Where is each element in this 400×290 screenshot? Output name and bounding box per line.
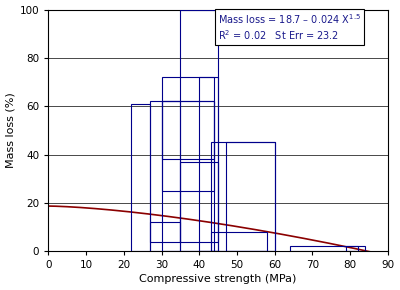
Bar	[162, 102, 214, 251]
Bar	[199, 77, 218, 251]
Bar	[180, 10, 218, 251]
Bar	[150, 102, 180, 242]
Bar	[150, 222, 180, 251]
X-axis label: Compressive strength (MPa): Compressive strength (MPa)	[140, 274, 297, 284]
Y-axis label: Mass loss (%): Mass loss (%)	[6, 93, 16, 168]
Bar	[210, 142, 275, 251]
Bar	[131, 104, 150, 251]
Bar	[162, 77, 214, 160]
Bar	[210, 232, 267, 251]
Bar	[226, 142, 275, 251]
Bar	[346, 246, 365, 251]
Bar	[162, 102, 214, 191]
Bar	[180, 162, 218, 242]
Bar	[290, 246, 358, 251]
Text: Mass loss = 18.7 – 0.024 X$^{1.5}$
R$^{2}$ = 0.02   St Err = 23.2: Mass loss = 18.7 – 0.024 X$^{1.5}$ R$^{2…	[218, 12, 361, 42]
